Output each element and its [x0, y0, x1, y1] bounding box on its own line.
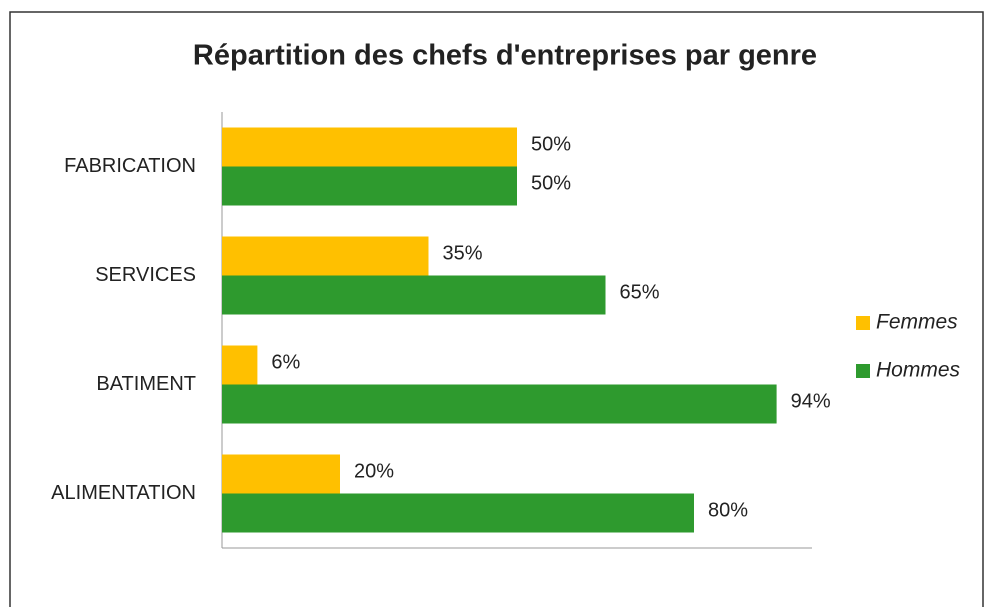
y-tick-label: ALIMENTATION — [51, 482, 196, 504]
y-tick-label: SERVICES — [95, 264, 196, 286]
bar — [222, 127, 517, 167]
data-label: 65% — [620, 281, 660, 303]
legend-label: Hommes — [876, 359, 961, 382]
bar — [222, 236, 429, 276]
data-label: 94% — [791, 390, 831, 412]
data-label: 50% — [531, 172, 571, 194]
bar — [222, 166, 517, 206]
legend-label: Femmes — [876, 311, 958, 334]
bar — [222, 384, 777, 424]
bar — [222, 454, 340, 494]
chart-title: Répartition des chefs d'entreprises par … — [193, 40, 817, 72]
data-label: 50% — [531, 133, 571, 155]
data-label: 80% — [708, 499, 748, 521]
bar — [222, 275, 606, 315]
data-label: 35% — [443, 242, 483, 264]
bar — [222, 493, 694, 533]
data-label: 20% — [354, 460, 394, 482]
data-label: 6% — [271, 351, 300, 373]
legend-swatch — [856, 364, 870, 378]
y-tick-label: BATIMENT — [96, 373, 196, 395]
y-tick-label: FABRICATION — [64, 155, 196, 177]
bar — [222, 345, 258, 385]
legend-swatch — [856, 316, 870, 330]
